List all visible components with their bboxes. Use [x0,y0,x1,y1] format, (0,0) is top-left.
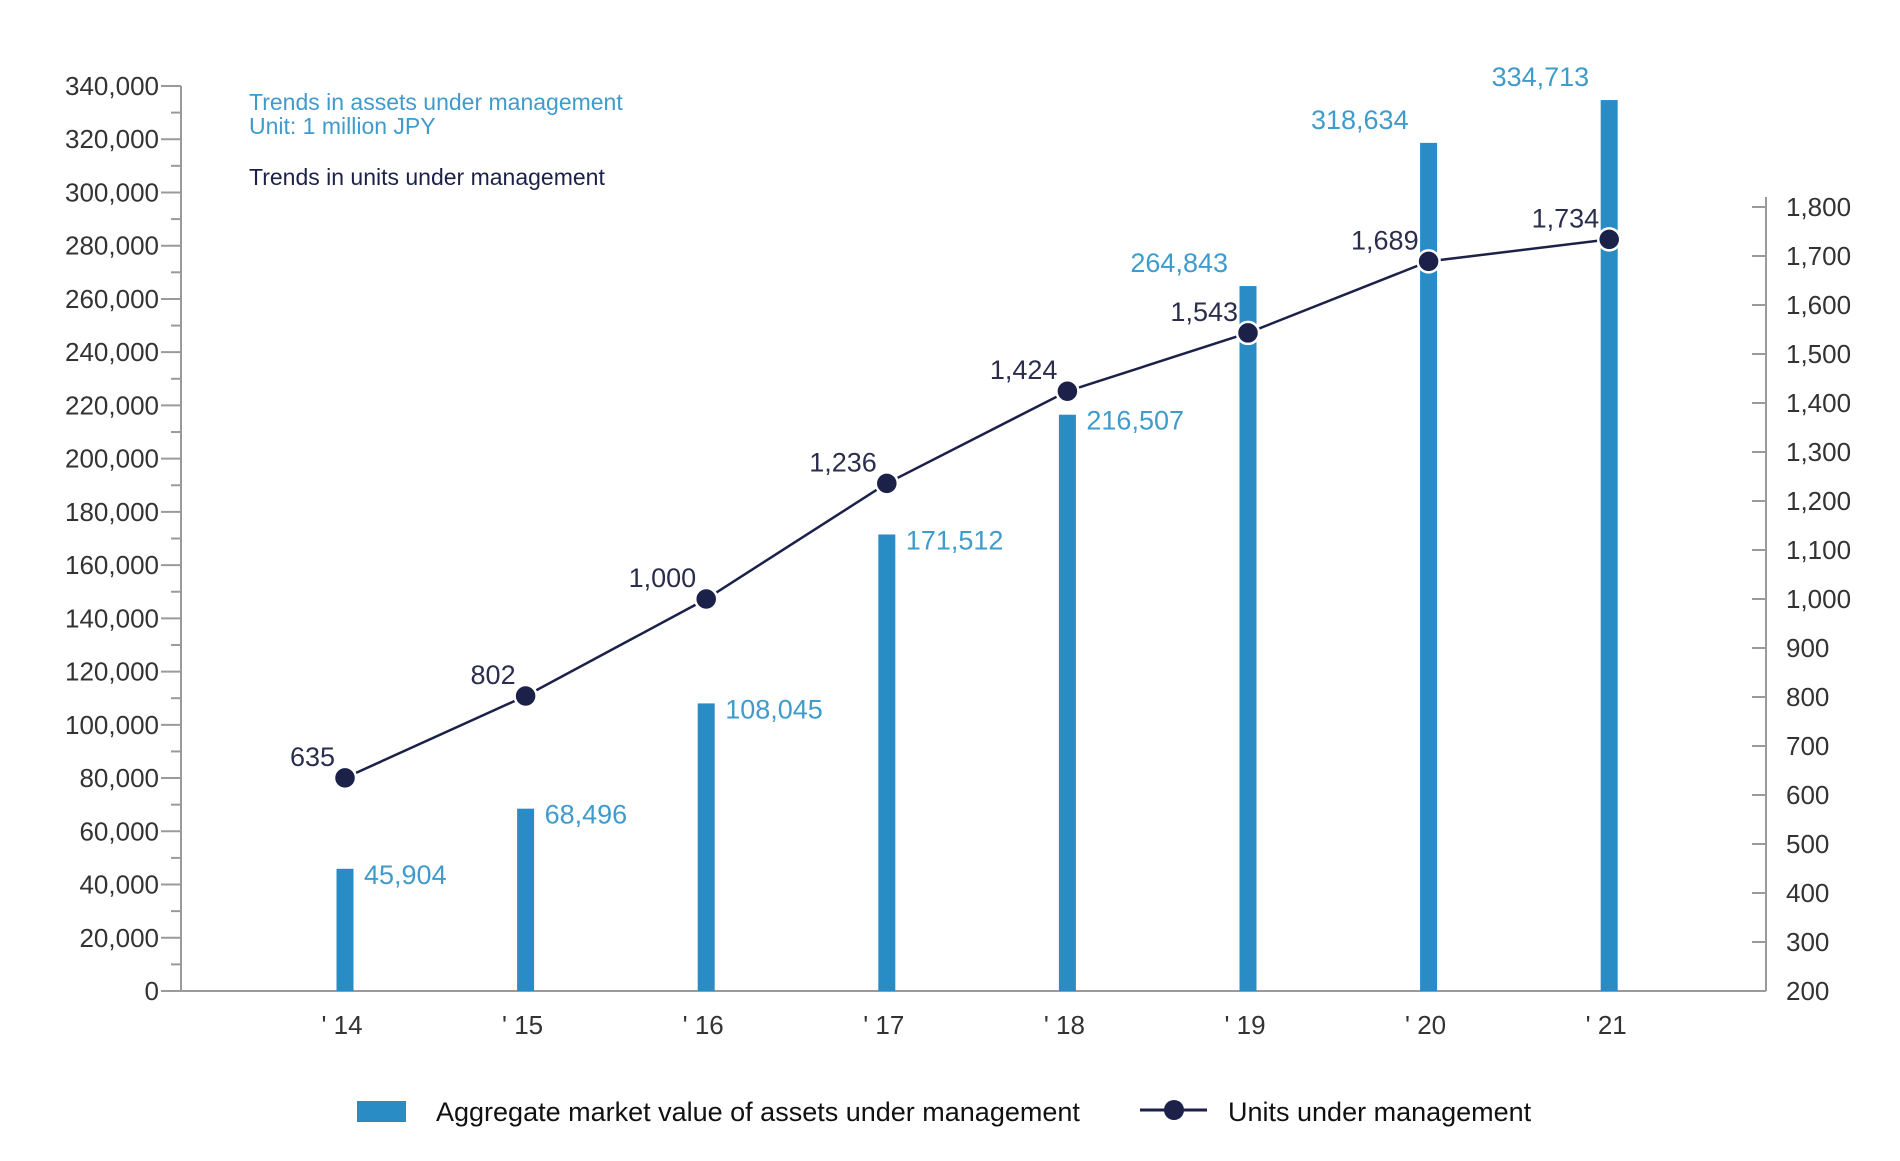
line-point [874,471,900,496]
left-tick-label: 280,000 [65,231,159,261]
line-series [332,227,1622,791]
bar [1239,286,1257,991]
legend-bar-swatch [357,1101,406,1122]
line-point [332,765,358,791]
bar-series [336,100,1618,991]
units-line [344,238,1610,779]
x-tick-label: ' 21 [1586,1010,1627,1040]
right-tick-label: 800 [1786,682,1829,712]
left-tick-label: 320,000 [65,124,159,154]
right-tick-label: 600 [1786,780,1829,810]
right-tick-label: 1,800 [1786,192,1851,222]
bar-value-label: 264,843 [1130,248,1228,278]
bar [1600,100,1618,991]
right-tick-label: 1,600 [1786,290,1851,320]
right-tick-label: 900 [1786,633,1829,663]
right-tick-label: 400 [1786,878,1829,908]
bar-value-label: 45,904 [364,860,447,890]
bar-value-label: 334,713 [1492,62,1590,92]
bar [1058,414,1076,991]
left-tick-label: 260,000 [65,284,159,314]
left-tick-label: 340,000 [65,71,159,101]
left-tick-label: 120,000 [65,657,159,687]
left-tick-label: 200,000 [65,444,159,474]
line-value-label: 1,000 [629,563,697,593]
left-tick-label: 40,000 [79,870,159,900]
left-tick-label: 160,000 [65,550,159,580]
legend-line-marker [1164,1100,1184,1120]
assets-note-unit: Unit: 1 million JPY [249,113,436,139]
legend-bar-label: Aggregate market value of assets under m… [436,1097,1080,1127]
bar [878,534,896,991]
x-tick-label: ' 14 [321,1010,362,1040]
x-tick-label: ' 18 [1044,1010,1085,1040]
axes: 0 20,000 40,000 60,000 80,000 100,000 120,000 1… [65,71,1851,1040]
bar [697,703,715,991]
line-point [513,683,538,709]
line-point [1416,249,1441,274]
line-value-label: 1,424 [990,355,1058,385]
x-tick-label: ' 16 [683,1010,724,1040]
assets-note-title: Trends in assets under management [249,89,623,115]
left-tick-label: 60,000 [79,816,159,846]
x-tick-label: ' 20 [1405,1010,1446,1040]
bar-value-label: 171,512 [906,525,1004,555]
right-tick-label: 500 [1786,829,1829,859]
left-tick-label: 220,000 [65,390,159,420]
right-tick-label: 300 [1786,927,1829,957]
left-tick-label: 140,000 [65,603,159,633]
left-tick-label: 180,000 [65,497,159,527]
line-point [1596,227,1622,252]
left-tick-label: 80,000 [79,763,159,793]
right-tick-label: 1,700 [1786,241,1851,271]
legend-line-label: Units under management [1228,1097,1532,1127]
left-tick-label: 0 [145,976,159,1006]
line-point [693,586,719,612]
line-value-label: 1,734 [1532,203,1600,233]
chart-notes: Trends in assets under management Unit: … [249,89,623,190]
line-value-label: 802 [471,660,516,690]
bar-value-label: 108,045 [725,694,823,724]
x-tick-label: ' 15 [502,1010,543,1040]
bar [336,868,354,991]
line-value-label: 1,543 [1170,297,1238,327]
line-value-label: 1,689 [1351,225,1419,255]
right-tick-label: 1,000 [1786,584,1851,614]
left-tick-label: 240,000 [65,337,159,367]
left-tick-label: 20,000 [79,923,159,953]
bar [1420,142,1438,991]
x-tick-label: ' 17 [863,1010,904,1040]
line-point [1235,320,1261,346]
right-tick-label: 200 [1786,976,1829,1006]
right-tick-label: 1,200 [1786,486,1851,516]
data-labels: 45,904 68,496 108,045 171,512 216,507 264,843… [290,62,1599,890]
left-tick-label: 300,000 [65,177,159,207]
bar-value-label: 318,634 [1311,105,1409,135]
line-value-label: 635 [290,742,335,772]
x-tick-label: ' 19 [1224,1010,1265,1040]
line-point [1055,378,1080,404]
right-tick-label: 1,400 [1786,388,1851,418]
right-tick-label: 1,500 [1786,339,1851,369]
legend: Aggregate market value of assets under m… [357,1097,1532,1127]
right-tick-label: 700 [1786,731,1829,761]
line-value-label: 1,236 [809,447,877,477]
units-note-title: Trends in units under management [249,164,605,190]
bar-value-label: 216,507 [1086,406,1184,436]
right-tick-label: 1,300 [1786,437,1851,467]
right-tick-label: 1,100 [1786,535,1851,565]
bar-value-label: 68,496 [545,800,628,830]
bar [517,808,535,991]
left-tick-label: 100,000 [65,710,159,740]
